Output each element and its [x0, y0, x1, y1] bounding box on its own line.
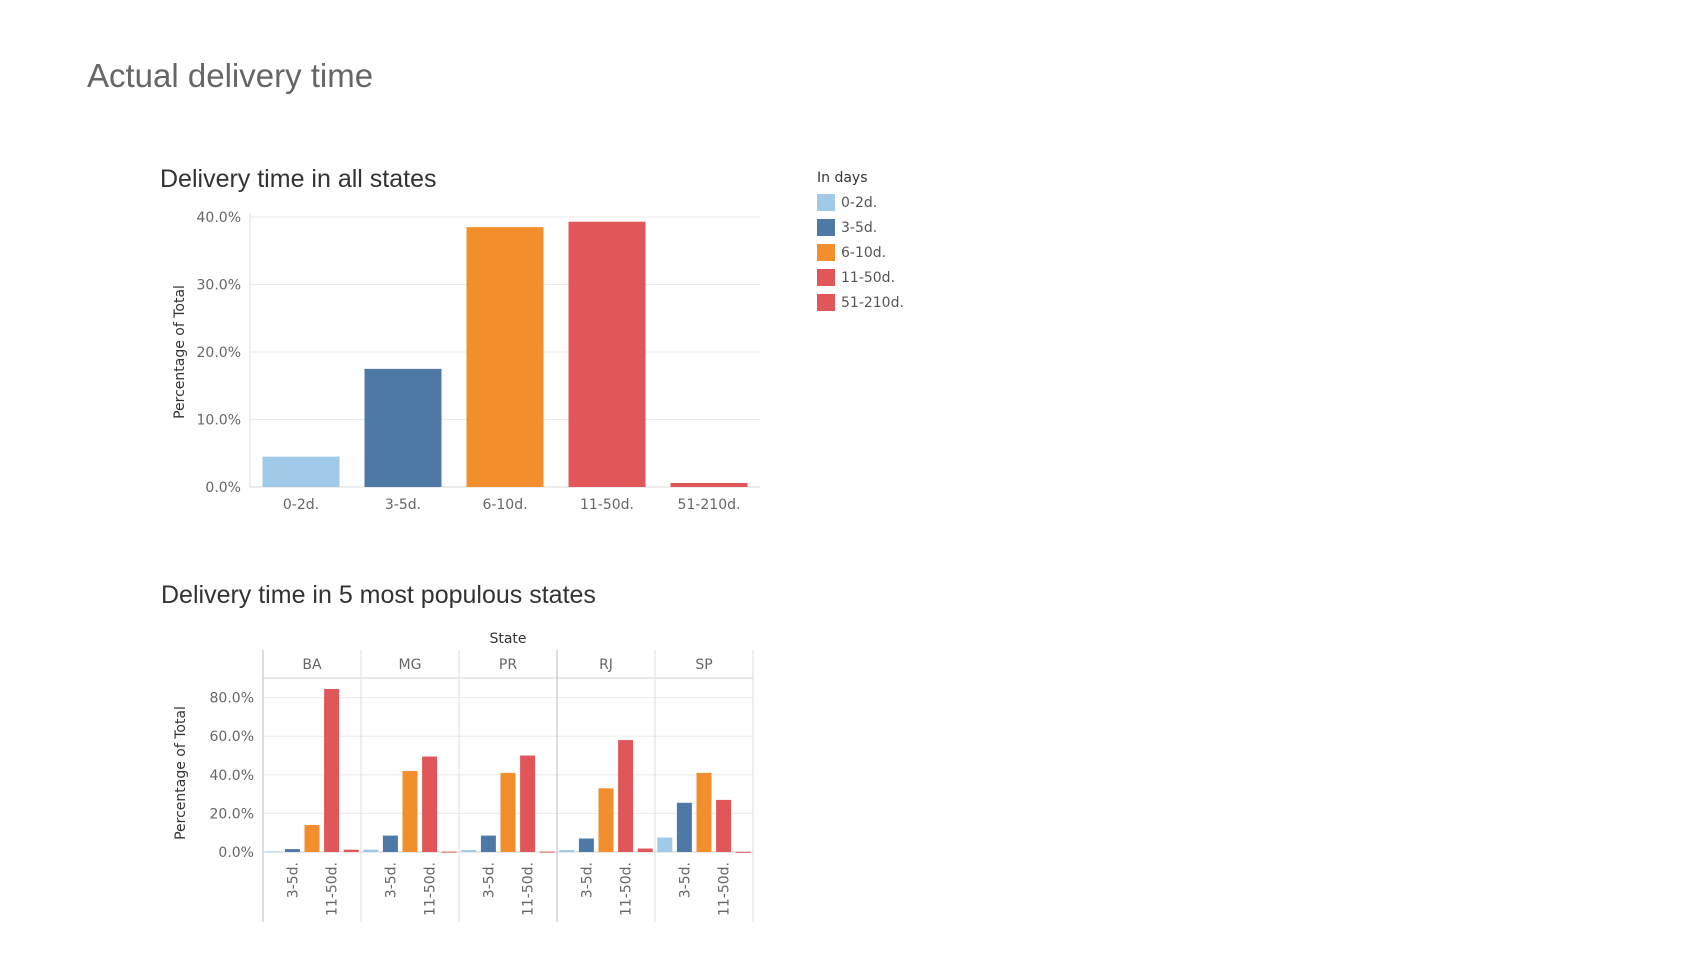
legend-item-0-2d[interactable]: 0-2d.	[817, 190, 904, 215]
bar-pr-6-10d	[500, 772, 516, 852]
x-tick-label: 3-5d.	[383, 862, 399, 898]
x-tick-label: 11-50d.	[521, 862, 537, 916]
y-axis-title: Percentage of Total	[172, 285, 188, 419]
legend-swatch	[817, 219, 835, 236]
page-title: Actual delivery time	[87, 57, 374, 94]
bar-ba-3-5d	[284, 849, 300, 852]
bar-mg-51-210d	[441, 851, 457, 853]
panel-label-pr: PR	[499, 657, 517, 673]
bar-rj-11-50d	[618, 740, 634, 852]
panel-label-sp: SP	[695, 657, 712, 673]
bar-sp-0-2d	[657, 837, 673, 852]
y-tick-label: 30.0%	[197, 278, 241, 294]
chart-title-populous-states: Delivery time in 5 most populous states	[161, 581, 596, 609]
bar-mg-3-5d	[382, 835, 398, 852]
bar-chart-populous-states: State 0.0% 20.0% 40.0% 60.0% 80.0% Percentage …	[173, 631, 754, 922]
x-tick-label: 11-50d.	[325, 862, 341, 916]
y-tick-label: 20.0%	[197, 345, 241, 361]
legend-label: 3-5d.	[841, 219, 878, 236]
panel-label-mg: MG	[399, 657, 422, 673]
legend-label: 6-10d.	[841, 244, 887, 261]
bar-rj-51-210d	[637, 848, 653, 852]
bar-ba-51-210d	[343, 849, 359, 852]
bar-6-10d	[466, 227, 544, 487]
legend-title: In days	[817, 170, 868, 186]
bar-ba-0-2d	[265, 851, 281, 853]
bar-sp-51-210d	[735, 851, 751, 853]
bar-rj-0-2d	[559, 850, 575, 852]
bar-0-2d	[262, 456, 340, 487]
y-tick-label: 0.0%	[218, 845, 254, 861]
bar-pr-11-50d	[520, 755, 536, 852]
bar-chart-all-states: 0.0% 10.0% 20.0% 30.0% 40.0% Percentage of To…	[172, 210, 760, 513]
bar-rj-6-10d	[598, 788, 614, 852]
y-tick-label: 40.0%	[197, 210, 241, 226]
legend-label: 11-50d.	[841, 269, 896, 286]
bar-sp-3-5d	[676, 802, 692, 852]
legend-item-6-10d[interactable]: 6-10d.	[817, 240, 904, 265]
bar-ba-11-50d	[324, 688, 340, 852]
legend-item-11-50d[interactable]: 11-50d.	[817, 265, 904, 290]
x-tick-label: 6-10d.	[482, 497, 527, 513]
bar-11-50d	[568, 221, 646, 487]
legend-swatch	[817, 269, 835, 286]
bar-rj-3-5d	[578, 838, 594, 852]
x-tick-label: 11-50d.	[423, 862, 439, 916]
bar-51-210d	[670, 482, 748, 487]
bar-pr-3-5d	[480, 835, 496, 852]
y-tick-label: 80.0%	[210, 691, 254, 707]
x-tick-label: 51-210d.	[678, 497, 741, 513]
bar-pr-0-2d	[461, 850, 477, 852]
y-tick-label: 60.0%	[210, 729, 254, 745]
x-tick-label: 3-5d.	[677, 862, 693, 898]
y-tick-label: 40.0%	[210, 768, 254, 784]
y-tick-label: 10.0%	[197, 413, 241, 429]
bar-mg-6-10d	[402, 770, 418, 852]
y-tick-label: 20.0%	[210, 806, 254, 822]
x-tick-label: 11-50d.	[580, 497, 634, 513]
legend-swatch	[817, 244, 835, 261]
y-tick-label: 0.0%	[205, 480, 241, 496]
legend: In days 0-2d. 3-5d. 6-10d. 11-50d. 51-210d.	[817, 170, 904, 315]
panel-label-ba: BA	[302, 657, 322, 673]
y-axis-title: Percentage of Total	[173, 706, 189, 840]
panel-label-rj: RJ	[599, 657, 613, 673]
bar-sp-6-10d	[696, 772, 712, 852]
bar-3-5d	[364, 368, 442, 487]
x-tick-label: 3-5d.	[481, 862, 497, 898]
legend-item-3-5d[interactable]: 3-5d.	[817, 215, 904, 240]
x-tick-label: 3-5d.	[385, 497, 421, 513]
bar-mg-11-50d	[422, 756, 438, 852]
bar-mg-0-2d	[363, 849, 379, 852]
bar-ba-6-10d	[304, 824, 320, 852]
x-tick-label: 11-50d.	[619, 862, 635, 916]
legend-item-51-210d[interactable]: 51-210d.	[817, 290, 904, 315]
column-header-title: State	[489, 631, 526, 647]
bar-pr-51-210d	[539, 851, 555, 853]
legend-swatch	[817, 194, 835, 211]
x-tick-label: 0-2d.	[283, 497, 319, 513]
bar-sp-11-50d	[716, 799, 732, 852]
legend-swatch	[817, 294, 835, 311]
x-tick-label: 11-50d.	[717, 862, 733, 916]
legend-label: 51-210d.	[841, 294, 904, 311]
legend-label: 0-2d.	[841, 194, 878, 211]
x-tick-label: 3-5d.	[285, 862, 301, 898]
chart-title-all-states: Delivery time in all states	[160, 165, 437, 193]
x-tick-label: 3-5d.	[579, 862, 595, 898]
